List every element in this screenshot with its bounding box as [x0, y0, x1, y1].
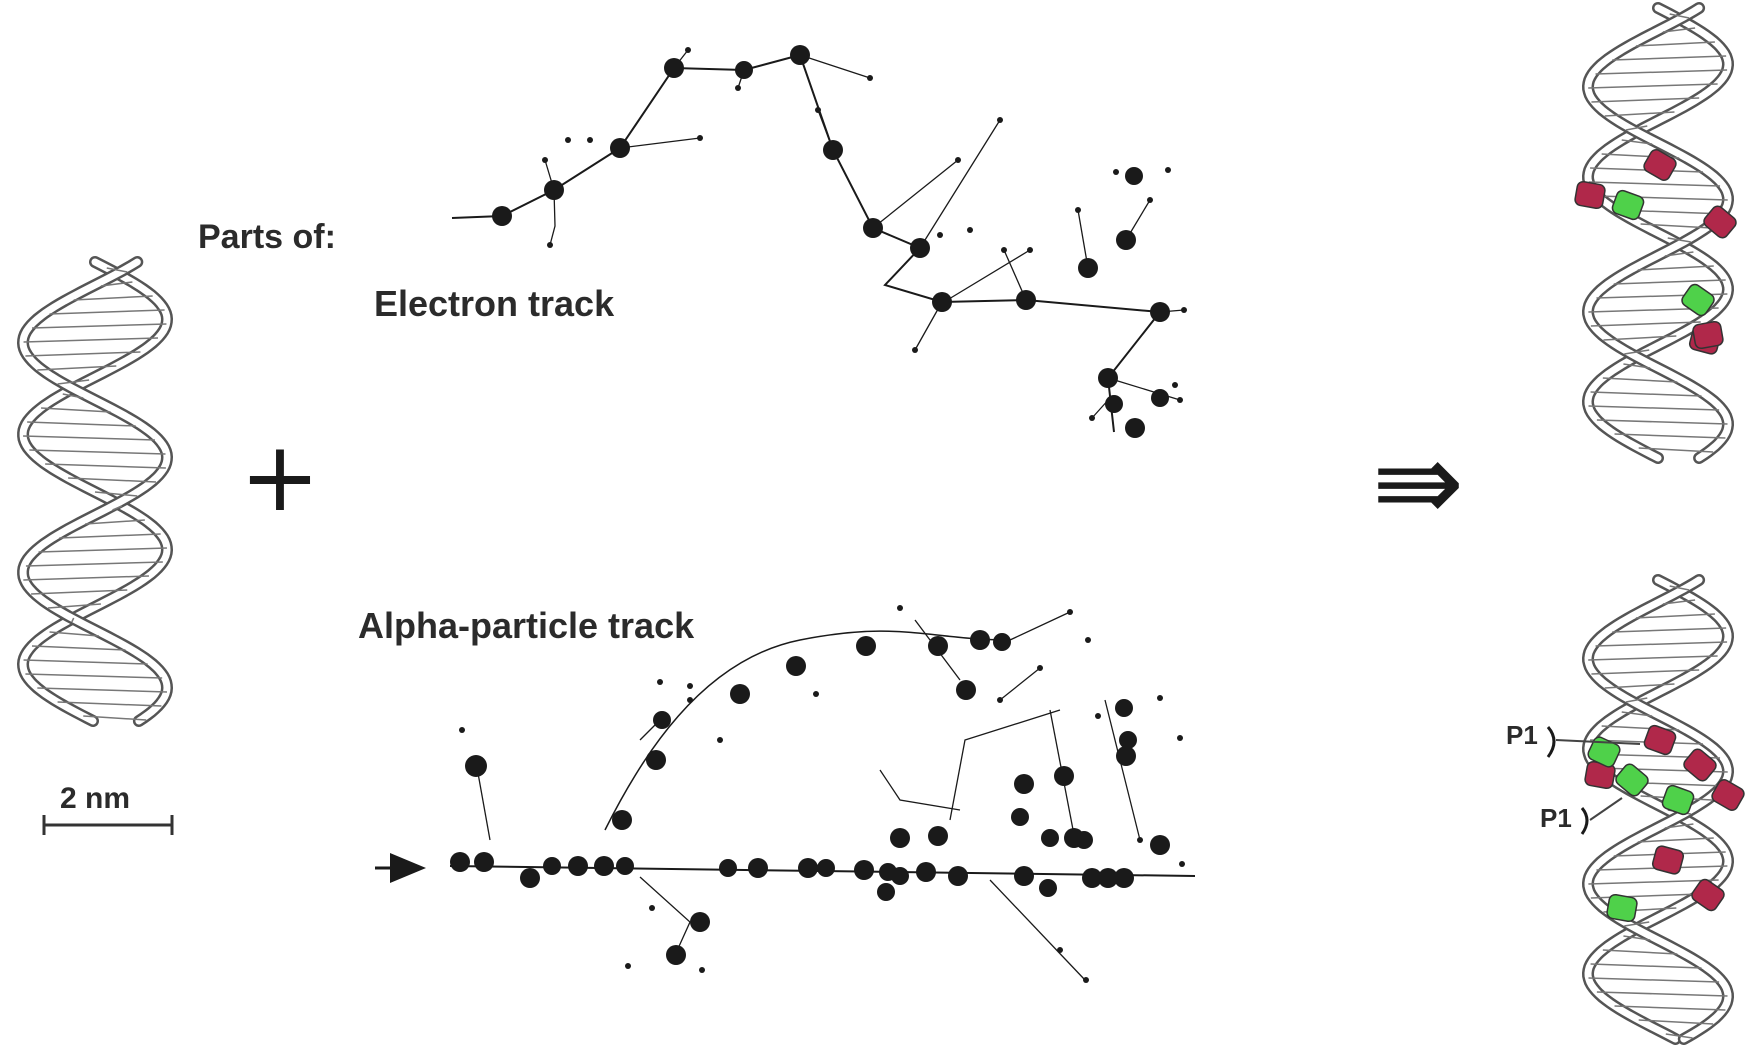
alpha-particle-track-label: Alpha-particle track: [358, 605, 695, 646]
damaged-dna-helix-icon: [1581, 574, 1745, 1045]
dna-double-helix-icon: [16, 256, 174, 727]
damaged-dna-helix-icon: [1574, 2, 1737, 464]
electron-track-drawing: [451, 45, 1187, 438]
plus-sign: +: [240, 421, 320, 533]
implies-arrow-icon: ⇛: [1372, 418, 1464, 546]
scale-bar-label: 2 nm: [60, 782, 131, 815]
electron-track-label: Electron track: [374, 283, 615, 324]
p1-pointer-lines: [1546, 726, 1641, 835]
alpha-particle-track-drawing: [375, 605, 1196, 983]
p1-label: P1: [1506, 720, 1538, 750]
p2-label: P1: [1540, 803, 1572, 833]
parts-of-label: Parts of:: [198, 218, 336, 256]
scale-bar: [42, 815, 174, 835]
